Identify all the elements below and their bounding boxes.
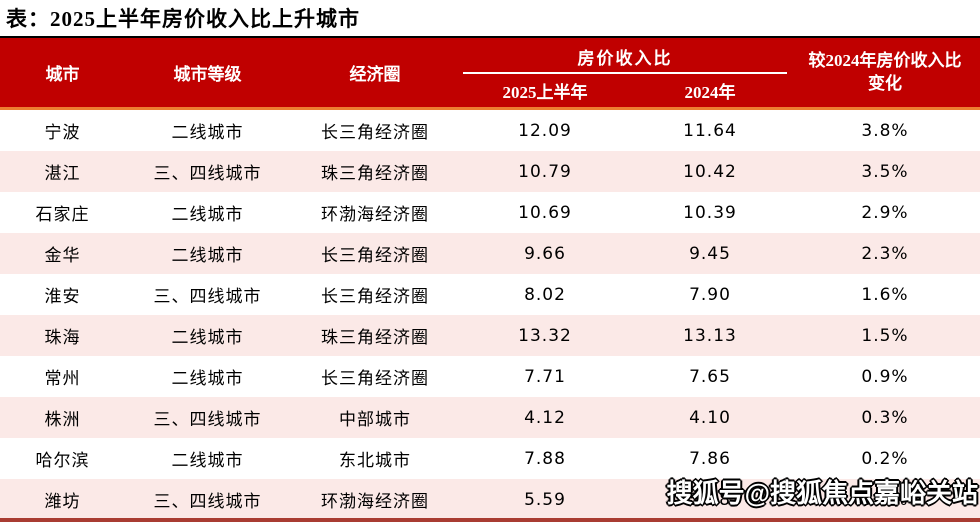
table-bottom-border	[0, 518, 980, 522]
col-group-ratio-label: 房价收入比	[577, 49, 673, 68]
cell-city: 常州	[44, 369, 81, 388]
cell-change: 1.6%	[861, 284, 909, 305]
cell-y2024: 13.13	[683, 325, 737, 346]
cell-city: 株洲	[44, 410, 81, 429]
cell-h1_2025: 10.79	[518, 161, 572, 182]
table-row: 株洲 三、四线城市 中部城市 4.12 4.10 0.3%	[0, 397, 980, 438]
cell-tier: 二线城市	[171, 123, 244, 142]
cell-city: 哈尔滨	[35, 451, 90, 470]
cell-h1_2025: 10.69	[518, 202, 572, 223]
cell-y2024: 5.58	[689, 489, 731, 510]
header-divider-line	[0, 107, 980, 110]
cell-circle: 长三角经济圈	[321, 123, 429, 142]
cell-tier: 三、四线城市	[153, 164, 262, 183]
cell-change: 3.5%	[861, 161, 909, 182]
cell-change: 0.2%	[861, 489, 909, 510]
col-header-circle: 经济圈	[349, 65, 401, 84]
col-header-change: 较2024年房价收入比变化	[808, 50, 962, 93]
cell-y2024: 11.64	[683, 120, 737, 141]
table-row: 常州 二线城市 长三角经济圈 7.71 7.65 0.9%	[0, 356, 980, 397]
cell-city: 淮安	[44, 287, 81, 306]
cell-change: 0.3%	[861, 407, 909, 428]
page-title: 表：2025上半年房价收入比上升城市	[6, 7, 360, 31]
cell-change: 3.8%	[861, 120, 909, 141]
cell-circle: 珠三角经济圈	[321, 164, 429, 183]
cell-tier: 二线城市	[171, 451, 244, 470]
cell-circle: 环渤海经济圈	[321, 205, 429, 224]
cell-tier: 二线城市	[171, 205, 244, 224]
cell-circle: 长三角经济圈	[321, 369, 429, 388]
cell-tier: 二线城市	[171, 328, 244, 347]
cell-h1_2025: 7.71	[524, 366, 566, 387]
cell-circle: 中部城市	[339, 410, 411, 429]
cell-city: 宁波	[44, 123, 81, 142]
table-body: 宁波 二线城市 长三角经济圈 12.09 11.64 3.8% 湛江 三、四线城市 珠三角经济圈…	[0, 110, 980, 520]
ratio-group-underline	[463, 72, 787, 74]
table-row: 哈尔滨 二线城市 东北城市 7.88 7.86 0.2%	[0, 438, 980, 479]
cell-tier: 三、四线城市	[153, 492, 262, 511]
cell-y2024: 7.65	[689, 366, 731, 387]
cell-h1_2025: 13.32	[518, 325, 572, 346]
col-header-2024: 2024年	[684, 83, 736, 102]
cell-change: 0.2%	[861, 448, 909, 469]
cell-y2024: 10.39	[683, 202, 737, 223]
cell-h1_2025: 8.02	[524, 284, 566, 305]
cell-change: 2.9%	[861, 202, 909, 223]
cell-y2024: 9.45	[689, 243, 731, 264]
cell-circle: 珠三角经济圈	[321, 328, 429, 347]
cell-h1_2025: 4.12	[524, 407, 566, 428]
cell-change: 0.9%	[861, 366, 909, 387]
cell-city: 湛江	[44, 164, 81, 183]
col-header-tier: 城市等级	[173, 65, 242, 84]
cell-tier: 三、四线城市	[153, 287, 262, 306]
cell-city: 石家庄	[35, 205, 90, 224]
cell-tier: 二线城市	[171, 246, 244, 265]
cell-circle: 东北城市	[339, 451, 411, 470]
cell-y2024: 10.42	[683, 161, 737, 182]
table-row: 珠海 二线城市 珠三角经济圈 13.32 13.13 1.5%	[0, 315, 980, 356]
cell-tier: 三、四线城市	[153, 410, 262, 429]
table-header-row: 城市 城市等级 经济圈 房价收入比 2025上半年 2024年 较2024年房价…	[0, 36, 980, 107]
cell-circle: 长三角经济圈	[321, 287, 429, 306]
table-row: 石家庄 二线城市 环渤海经济圈 10.69 10.39 2.9%	[0, 192, 980, 233]
cell-y2024: 7.90	[689, 284, 731, 305]
sohu-watermark: 搜狐号@搜狐焦点嘉峪关站	[666, 478, 978, 508]
cell-h1_2025: 12.09	[518, 120, 572, 141]
col-header-2025h1: 2025上半年	[502, 83, 588, 102]
ratio-subheaders: 2025上半年 2024年	[460, 74, 790, 107]
table-row: 淮安 三、四线城市 长三角经济圈 8.02 7.90 1.6%	[0, 274, 980, 315]
col-header-city: 城市	[45, 65, 80, 84]
cell-city: 金华	[44, 246, 81, 265]
cell-city: 珠海	[44, 328, 81, 347]
cell-h1_2025: 5.59	[524, 489, 566, 510]
cell-h1_2025: 9.66	[524, 243, 566, 264]
cell-y2024: 4.10	[689, 407, 731, 428]
cell-change: 1.5%	[861, 325, 909, 346]
cell-change: 2.3%	[861, 243, 909, 264]
cell-h1_2025: 7.88	[524, 448, 566, 469]
table-row: 湛江 三、四线城市 珠三角经济圈 10.79 10.42 3.5%	[0, 151, 980, 192]
cell-city: 潍坊	[44, 492, 81, 511]
cell-tier: 二线城市	[171, 369, 244, 388]
table-row: 金华 二线城市 长三角经济圈 9.66 9.45 2.3%	[0, 233, 980, 274]
cell-y2024: 7.86	[689, 448, 731, 469]
table-row: 潍坊 三、四线城市 环渤海经济圈 5.59 5.58 0.2%	[0, 479, 980, 520]
cell-circle: 环渤海经济圈	[321, 492, 429, 511]
table-row: 宁波 二线城市 长三角经济圈 12.09 11.64 3.8%	[0, 110, 980, 151]
col-group-ratio: 房价收入比 2025上半年 2024年	[460, 38, 790, 107]
cell-circle: 长三角经济圈	[321, 246, 429, 265]
